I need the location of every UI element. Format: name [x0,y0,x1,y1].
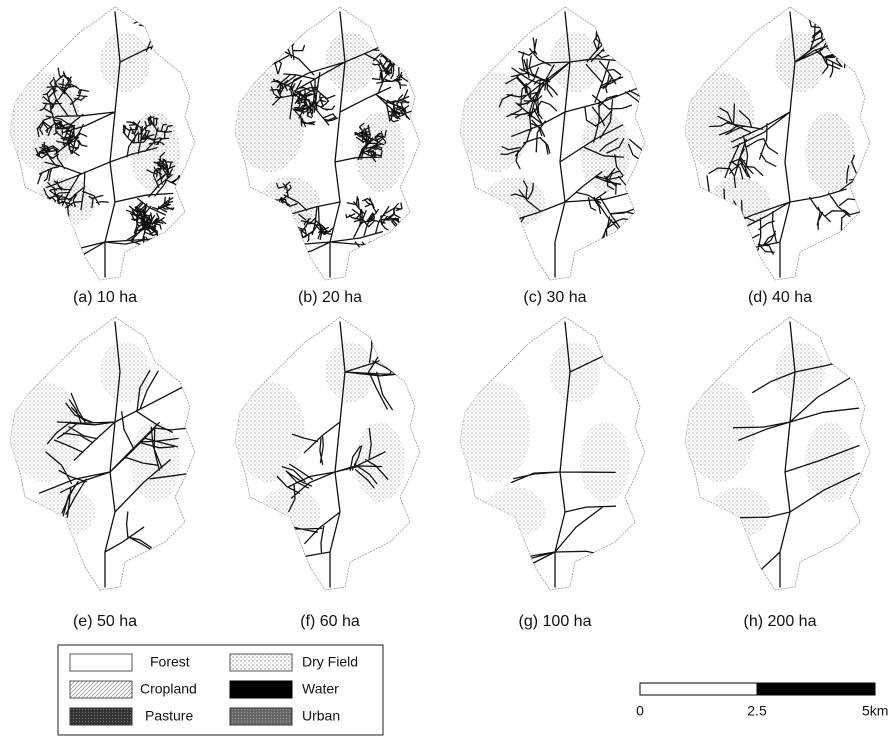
dry-field-patch [580,422,630,502]
panel-caption: (e) 50 ha [73,613,137,630]
scale-segment [640,683,757,695]
legend-label: Pasture [145,708,193,724]
dry-field-patch [100,342,150,402]
dry-field-patch [550,342,600,402]
scale-segment [757,683,875,695]
dry-field-patch [485,177,545,227]
dry-field-patch [325,32,375,92]
panel-caption: (c) 30 ha [523,289,586,306]
swatch-water [230,681,292,698]
panel-caption: (a) 10 ha [73,289,137,306]
legend-label: Dry Field [302,654,358,670]
map-panel: (g) 100 ha [460,317,645,630]
map-panels: (a) 10 ha (b) 20 ha (c) 30 ha (d) 40 ha (e) … [10,0,894,630]
swatch-urban [230,708,292,725]
dry-field-patch [260,487,320,537]
panel-caption: (d) 40 ha [748,289,812,306]
scale-bar: 0 2.5 5km [636,683,888,719]
figure: (a) 10 ha (b) 20 ha (c) 30 ha (d) 40 ha (e) … [0,0,896,744]
panel-caption: (f) 60 ha [300,613,360,630]
dry-field-patch [685,72,755,172]
swatch-cropland [70,681,132,698]
legend-label: Water [302,681,339,697]
dry-field-patch [685,382,755,482]
dry-field-patch [35,487,95,537]
dry-field-patch [775,32,825,92]
panel-caption: (b) 20 ha [298,289,362,306]
scale-label: 2.5 [747,703,767,719]
panel-caption: (h) 200 ha [744,613,817,630]
dry-field-patch [805,422,855,502]
map-panel: (d) 40 ha [685,0,894,306]
swatch-pasture [70,708,132,725]
map-panel: (c) 30 ha [460,7,674,306]
legend: Forest Dry Field Cropland Water Pasture … [58,645,383,735]
dry-field-patch [485,487,545,537]
dry-field-patch [460,72,530,172]
dry-field-patch [580,112,630,192]
dry-field-patch [355,422,405,502]
map-panel: (e) 50 ha [10,317,195,630]
dry-field-patch [10,382,80,482]
map-panel: (h) 200 ha [685,317,870,630]
swatch-forest [70,654,132,671]
panel-caption: (g) 100 ha [519,613,592,630]
legend-label: Cropland [140,681,197,697]
dry-field-patch [710,487,770,537]
map-panel: (a) 10 ha [10,0,204,315]
legend-label: Urban [302,708,340,724]
dry-field-patch [235,72,305,172]
swatch-dry-field [230,654,292,671]
dry-field-patch [260,177,320,227]
legend-label: Forest [150,654,190,670]
map-panel: (f) 60 ha [235,317,437,630]
dry-field-patch [460,382,530,482]
scale-label: 0 [636,703,644,719]
dry-field-patch [775,342,825,402]
map-panel: (b) 20 ha [235,3,420,306]
dry-field-patch [100,32,150,92]
scale-label: 5km [862,703,888,719]
